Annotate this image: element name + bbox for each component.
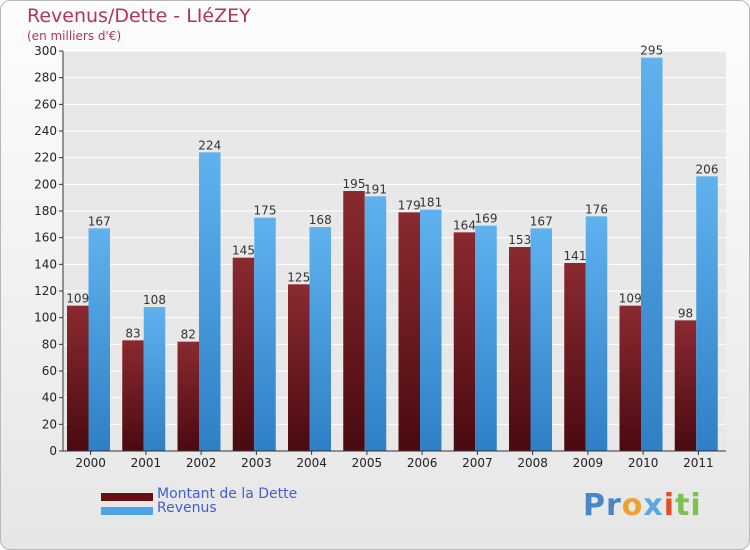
y-tick-label: 300 xyxy=(34,44,57,58)
logo-part-1: o xyxy=(621,488,644,523)
data-label-debt: 82 xyxy=(181,328,196,342)
bar-revenue xyxy=(143,307,166,451)
data-label-debt: 164 xyxy=(453,218,476,232)
bar-debt xyxy=(177,341,199,451)
bar-revenue xyxy=(696,176,718,452)
x-tick-label: 2010 xyxy=(628,456,659,470)
y-tick-label: 80 xyxy=(42,337,57,351)
x-tick-label: 2001 xyxy=(131,456,162,470)
bar-debt xyxy=(398,212,420,451)
bar-debt xyxy=(288,284,310,451)
legend-label-debt: Montant de la Dette xyxy=(157,486,298,502)
y-tick-label: 20 xyxy=(42,417,57,431)
data-label-debt: 153 xyxy=(508,233,531,247)
bar-debt xyxy=(67,305,89,451)
data-label-revenue: 176 xyxy=(585,202,608,216)
data-label-revenue: 295 xyxy=(640,44,663,58)
bar-debt xyxy=(453,232,476,451)
y-tick-label: 280 xyxy=(34,71,57,85)
y-tick-label: 60 xyxy=(42,364,57,378)
plot-area xyxy=(63,51,726,451)
bar-debt xyxy=(122,340,144,451)
bar-revenue xyxy=(530,228,552,451)
data-label-revenue: 168 xyxy=(309,213,332,227)
x-tick-label: 2011 xyxy=(683,456,714,470)
x-tick-label: 2002 xyxy=(186,456,217,470)
legend-swatch-revenue xyxy=(101,507,153,515)
bar-debt xyxy=(619,305,641,451)
data-label-debt: 195 xyxy=(343,177,366,191)
bar-debt xyxy=(343,191,365,451)
data-label-debt: 141 xyxy=(564,249,587,263)
bar-debt xyxy=(674,320,697,451)
legend-label-revenue: Revenus xyxy=(157,500,217,516)
bar-revenue xyxy=(641,57,663,452)
bar-revenue xyxy=(254,217,276,451)
y-tick-label: 180 xyxy=(34,204,57,218)
y-tick-label: 100 xyxy=(34,311,57,325)
x-tick-label: 2009 xyxy=(573,456,604,470)
bar-revenue xyxy=(199,152,221,452)
data-label-debt: 109 xyxy=(619,292,642,306)
data-label-revenue: 167 xyxy=(88,214,111,228)
data-label-revenue: 169 xyxy=(475,212,498,226)
chart-title: Revenus/Dette - LIéZEY xyxy=(27,5,251,27)
y-tick-label: 40 xyxy=(42,391,57,405)
y-tick-label: 120 xyxy=(34,284,57,298)
x-tick-label: 2006 xyxy=(407,456,438,470)
y-tick-label: 140 xyxy=(34,257,57,271)
x-tick-label: 2008 xyxy=(517,456,548,470)
proxiti-logo: Proxiti xyxy=(583,488,702,523)
y-tick-label: 240 xyxy=(34,124,57,138)
data-label-debt: 179 xyxy=(398,198,421,212)
data-label-debt: 83 xyxy=(125,326,140,340)
chart-subtitle: (en milliers d'€) xyxy=(27,29,122,43)
y-tick-label: 160 xyxy=(34,231,57,245)
logo-part-0: Pr xyxy=(583,488,622,523)
data-label-revenue: 181 xyxy=(419,196,442,210)
data-label-revenue: 108 xyxy=(143,293,166,307)
x-tick-label: 2000 xyxy=(75,456,106,470)
y-tick-label: 200 xyxy=(34,177,57,191)
data-label-revenue: 206 xyxy=(696,162,719,176)
bar-revenue xyxy=(364,196,387,451)
bar-revenue xyxy=(88,228,110,451)
data-label-revenue: 175 xyxy=(254,204,277,218)
x-tick-label: 2007 xyxy=(462,456,493,470)
bar-debt xyxy=(232,257,255,451)
data-label-debt: 98 xyxy=(678,306,693,320)
x-tick-label: 2004 xyxy=(296,456,327,470)
y-tick-label: 0 xyxy=(49,444,57,458)
logo-part-4: ti xyxy=(675,488,702,523)
bar-revenue xyxy=(475,225,497,451)
data-label-debt: 125 xyxy=(287,270,310,284)
x-tick-label: 2005 xyxy=(352,456,383,470)
bar-revenue xyxy=(585,216,608,451)
bar-debt xyxy=(509,247,531,451)
y-tick-label: 220 xyxy=(34,151,57,165)
data-label-revenue: 167 xyxy=(530,214,553,228)
legend-swatch-debt xyxy=(101,493,153,501)
data-label-revenue: 224 xyxy=(198,138,221,152)
logo-part-3: i xyxy=(663,488,676,523)
data-label-revenue: 191 xyxy=(364,182,387,196)
logo-part-2: x xyxy=(643,488,664,523)
y-tick-label: 260 xyxy=(34,97,57,111)
data-label-debt: 145 xyxy=(232,244,255,258)
data-label-debt: 109 xyxy=(66,292,89,306)
x-tick-label: 2003 xyxy=(241,456,272,470)
bar-revenue xyxy=(309,227,331,451)
bar-revenue xyxy=(420,209,442,451)
bar-debt xyxy=(564,263,586,451)
